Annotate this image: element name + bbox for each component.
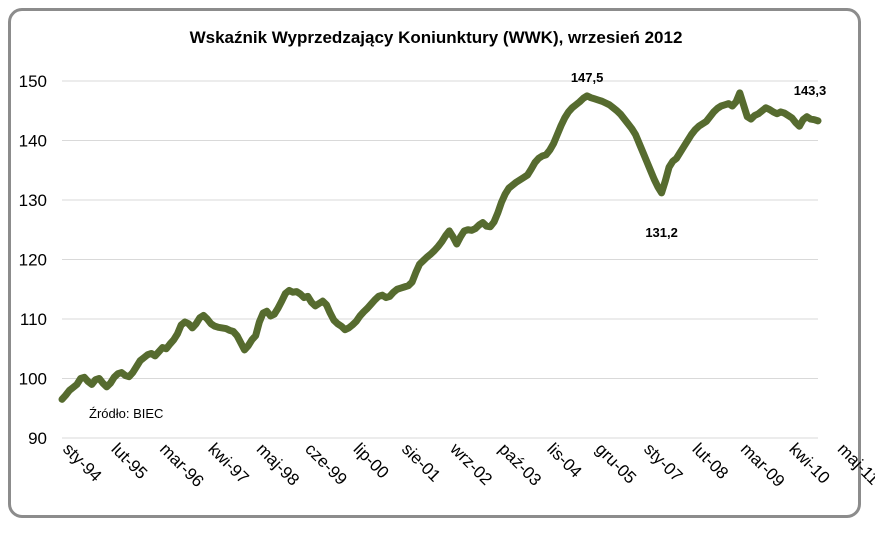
chart-title: Wskaźnik Wyprzedzający Koniunktury (WWK)…	[190, 28, 683, 47]
x-tick-label: cze-99	[301, 439, 351, 489]
y-tick-label: 90	[28, 429, 47, 448]
x-tick-label: kwi-10	[785, 439, 833, 487]
y-tick-label: 130	[19, 191, 47, 210]
x-tick-label: sie-01	[398, 439, 444, 485]
source-note: Źródło: BIEC	[89, 406, 163, 421]
x-tick-label: mar-09	[737, 439, 789, 491]
annotation-label: 143,3	[794, 83, 827, 98]
x-tick-label: gru-05	[592, 439, 640, 487]
x-tick-label: mar-96	[156, 439, 208, 491]
y-tick-label: 100	[19, 370, 47, 389]
x-tick-label: maj-11	[834, 439, 875, 488]
x-tick-label: kwi-97	[204, 439, 252, 487]
annotation-label: 147,5	[571, 70, 604, 85]
annotation-label: 131,2	[645, 225, 678, 240]
x-tick-label: maj-98	[253, 439, 303, 489]
x-tick-label: sty-94	[59, 439, 105, 485]
x-tick-label: lut-95	[108, 439, 152, 483]
x-tick-label: lis-04	[543, 439, 585, 481]
chart-frame	[8, 8, 861, 518]
series-layer	[58, 89, 822, 403]
annotations: 147,5 131,2 143,3	[571, 70, 826, 240]
y-tick-label: 110	[20, 310, 47, 329]
x-tick-label: wrz-02	[446, 439, 496, 489]
x-tick-label: sty-07	[640, 439, 686, 485]
x-tick-label: paź-03	[495, 439, 545, 489]
y-tick-label: 150	[19, 72, 47, 91]
gridlines	[62, 80, 818, 439]
y-axis: 90 100 110 120 130 140 150	[19, 72, 47, 448]
y-tick-label: 140	[19, 132, 47, 151]
y-tick-label: 120	[19, 251, 47, 270]
series-line	[58, 89, 822, 403]
x-tick-label: lip-00	[350, 439, 393, 482]
x-tick-label: lut-08	[689, 439, 733, 483]
